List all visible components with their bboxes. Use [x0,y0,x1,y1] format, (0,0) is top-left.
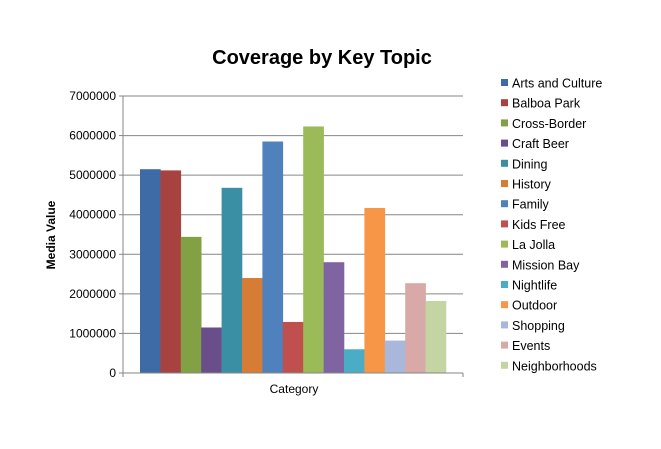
legend-swatch-kids-free [501,220,508,228]
legend-swatch-events [501,341,508,349]
legend-swatch-arts-and-culture [501,79,508,86]
legend-label-balboa-park: Balboa Park [512,97,581,111]
y-tick-label: 5000000 [69,168,116,182]
legend-label-family: Family [512,198,550,212]
bar-outdoor [364,207,386,373]
y-tick-label: 7000000 [69,89,116,103]
legend-swatch-cross-border [501,119,508,127]
bar-history [242,278,263,373]
legend-label-shopping: Shopping [512,319,565,333]
y-tick-label: 4000000 [69,208,116,222]
legend-swatch-craft-beer [501,139,508,147]
y-axis-title: Media Value [44,200,58,269]
chart-title: Coverage by Key Topic [212,47,432,69]
legend-label-events: Events [512,339,550,353]
bar-events [405,283,426,373]
legend: Arts and Culture Balboa Park Cross-Border C… [501,77,602,373]
bars [140,126,447,373]
bar-balboa-park [160,170,182,373]
legend-swatch-dining [501,159,508,167]
x-axis-title: Category [270,382,319,396]
legend-swatch-family [501,200,508,208]
legend-swatch-neighborhoods [501,361,508,369]
bar-neighborhoods [425,300,447,373]
y-tick-label: 3000000 [69,247,116,261]
bar-mission-bay [323,262,345,373]
legend-label-la-jolla: La Jolla [512,238,555,252]
legend-swatch-mission-bay [501,260,508,268]
legend-label-mission-bay: Mission Bay [512,258,580,272]
legend-label-kids-free: Kids Free [512,218,566,232]
legend-swatch-history [501,180,508,187]
legend-label-history: History [512,178,552,192]
axes: 0 1000000 2000000 3000000 4000000 5000000 6000… [69,89,464,380]
y-tick-label: 6000000 [69,129,116,143]
bar-cross-border [180,236,202,373]
y-tick-label: 0 [109,366,116,380]
legend-label-arts-and-culture: Arts and Culture [512,77,602,91]
bar-shopping [384,340,406,373]
legend-label-dining: Dining [512,157,547,171]
legend-label-cross-border: Cross-Border [512,117,586,131]
legend-label-craft-beer: Craft Beer [512,137,569,151]
y-tick-label: 1000000 [69,326,116,340]
legend-swatch-outdoor [501,301,508,309]
bar-la-jolla [303,126,324,373]
legend-swatch-shopping [501,321,508,329]
legend-label-outdoor: Outdoor [512,299,557,313]
bar-kids-free [282,321,304,373]
y-tick-label: 2000000 [69,287,116,301]
legend-label-nightlife: Nightlife [512,279,557,293]
legend-swatch-la-jolla [501,240,508,248]
bar-arts-and-culture [140,169,161,373]
legend-swatch-nightlife [501,281,508,288]
bar-dining [221,187,243,373]
bar-nightlife [344,349,365,373]
legend-label-neighborhoods: Neighborhoods [512,359,597,373]
bar-family [262,141,284,373]
bar-craft-beer [201,327,222,373]
legend-swatch-balboa-park [501,99,508,107]
